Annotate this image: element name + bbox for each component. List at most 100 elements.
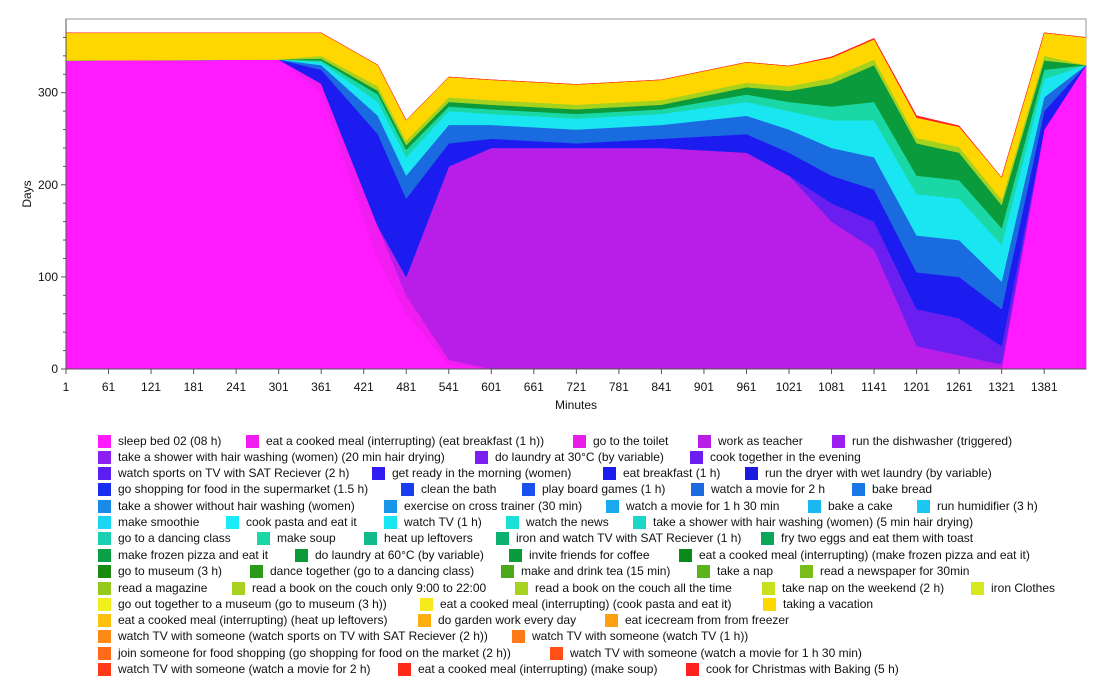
- legend-swatch: [501, 564, 514, 578]
- legend-swatch: [512, 629, 525, 643]
- legend-label: go to a dancing class: [118, 531, 231, 545]
- legend-label: watch TV with someone (watch TV (1 h)): [532, 629, 749, 643]
- legend-entry: cook pasta and eat it: [226, 515, 357, 529]
- legend-swatch: [98, 581, 111, 595]
- area-series-11: [66, 32, 1087, 178]
- legend-swatch: [832, 434, 845, 448]
- legend-entry: eat a cooked meal (interrupting) (make s…: [398, 662, 657, 676]
- legend-entry: cook for Christmas with Baking (5 h): [686, 662, 899, 676]
- legend-entry: invite friends for coffee: [509, 548, 650, 562]
- area-series-group: [65, 32, 1087, 370]
- legend-swatch: [800, 564, 813, 578]
- y-tick-label: 300: [38, 86, 58, 100]
- legend-swatch: [98, 629, 111, 643]
- legend-swatch: [745, 466, 758, 480]
- x-tick-label: 1021: [776, 380, 803, 394]
- legend-label: watch TV with someone (watch a movie for…: [118, 662, 371, 676]
- legend-label: run the dishwasher (triggered): [852, 434, 1013, 448]
- legend-label: bake a cake: [828, 499, 893, 513]
- legend-label: watch TV with someone (watch sports on T…: [118, 629, 488, 643]
- y-tick-label: 0: [51, 362, 58, 376]
- legend-swatch: [98, 531, 111, 545]
- x-tick-label: 241: [226, 380, 246, 394]
- legend-swatch: [372, 466, 385, 480]
- legend-swatch: [418, 613, 431, 627]
- legend-label: iron Clothes: [991, 581, 1056, 595]
- legend-label: heat up leftovers: [384, 531, 473, 545]
- legend-swatch: [852, 482, 865, 496]
- legend-label: go out together to a museum (go to museu…: [118, 597, 387, 611]
- legend-swatch: [763, 597, 776, 611]
- legend-entry: watch TV with someone (watch a movie for…: [550, 646, 862, 660]
- x-tick-label: 961: [736, 380, 756, 394]
- legend-entry: work as teacher: [698, 434, 803, 448]
- legend-entry: watch TV (1 h): [384, 515, 482, 529]
- legend-label: make soup: [277, 531, 336, 545]
- legend-swatch: [364, 531, 377, 545]
- legend-entry: watch the news: [506, 515, 609, 529]
- legend-label: make smoothie: [118, 515, 200, 529]
- legend-swatch: [917, 499, 930, 513]
- stacked-area-chart: 1 61 121 181 241 301 361 421 481 541 601 661 721 781 8…: [20, 18, 1087, 412]
- legend-swatch: [573, 434, 586, 448]
- x-tick-label: 181: [184, 380, 204, 394]
- legend-swatch: [515, 581, 528, 595]
- legend-entry: read a book on the couch all the time: [515, 581, 732, 595]
- legend-label: take a shower with hair washing (women) …: [653, 515, 974, 529]
- legend-label: clean the bath: [421, 482, 497, 496]
- x-tick-label: 1141: [861, 380, 887, 394]
- legend-entry: sleep bed 02 (08 h): [98, 434, 221, 448]
- legend-label: exercise on cross trainer (30 min): [404, 499, 583, 513]
- legend-swatch: [398, 662, 411, 676]
- legend-entry: watch a movie for 1 h 30 min: [606, 499, 779, 513]
- legend-swatch: [496, 531, 509, 545]
- legend-entry: go to museum (3 h): [98, 564, 222, 578]
- legend-swatch: [257, 531, 270, 545]
- legend-label: read a book on the couch only 9:00 to 22…: [252, 581, 487, 595]
- legend-entry: do laundry at 30°C (by variable): [475, 450, 664, 464]
- legend-entry: cook together in the evening: [690, 450, 861, 464]
- legend-swatch: [606, 499, 619, 513]
- legend-swatch: [808, 499, 821, 513]
- legend-entry: make smoothie: [98, 515, 199, 529]
- legend-label: make frozen pizza and eat it: [118, 548, 269, 562]
- x-tick-label: 301: [269, 380, 289, 394]
- x-tick-label: 421: [354, 380, 374, 394]
- legend-entry: exercise on cross trainer (30 min): [384, 499, 582, 513]
- legend-label: sleep bed 02 (08 h): [118, 434, 222, 448]
- legend-swatch: [603, 466, 616, 480]
- legend-swatch: [295, 548, 308, 562]
- legend-entry: join someone for food shopping (go shopp…: [98, 646, 511, 660]
- legend-label: watch the news: [526, 515, 609, 529]
- legend-label: read a magazine: [118, 581, 208, 595]
- legend-swatch: [98, 564, 111, 578]
- legend-entry: taking a vacation: [763, 597, 873, 611]
- legend-entry: take a shower with hair washing (women) …: [633, 515, 973, 529]
- legend-swatch: [98, 482, 111, 496]
- x-tick-label: 721: [566, 380, 586, 394]
- x-tick-label: 1381: [1031, 380, 1058, 394]
- legend-entry: make and drink tea (15 min): [501, 564, 670, 578]
- legend-label: read a book on the couch all the time: [535, 581, 732, 595]
- legend-swatch: [384, 499, 397, 513]
- legend-label: get ready in the morning (women): [392, 466, 572, 480]
- legend-label: cook together in the evening: [710, 450, 861, 464]
- legend-entry: eat a cooked meal (interrupting) (eat br…: [246, 434, 544, 448]
- axes: 1 61 121 181 241 301 361 421 481 541 601 661 721 781 8…: [38, 19, 1086, 394]
- legend-label: cook for Christmas with Baking (5 h): [706, 662, 899, 676]
- legend-entry: take a nap: [697, 564, 773, 578]
- legend-swatch: [691, 482, 704, 496]
- legend-swatch: [509, 548, 522, 562]
- legend-entry: go to a dancing class: [98, 531, 231, 545]
- legend-label: work as teacher: [718, 434, 803, 448]
- legend-entry: do garden work every day: [418, 613, 576, 627]
- legend-swatch: [697, 564, 710, 578]
- legend-entry: go to the toilet: [573, 434, 668, 448]
- x-tick-label: 541: [439, 380, 459, 394]
- x-tick-label: 1261: [946, 380, 973, 394]
- legend-entry: get ready in the morning (women): [372, 466, 571, 480]
- legend-label: go to museum (3 h): [118, 564, 223, 578]
- x-tick-label: 1201: [903, 380, 930, 394]
- legend-swatch: [98, 466, 111, 480]
- legend-label: run humidifier (3 h): [937, 499, 1038, 513]
